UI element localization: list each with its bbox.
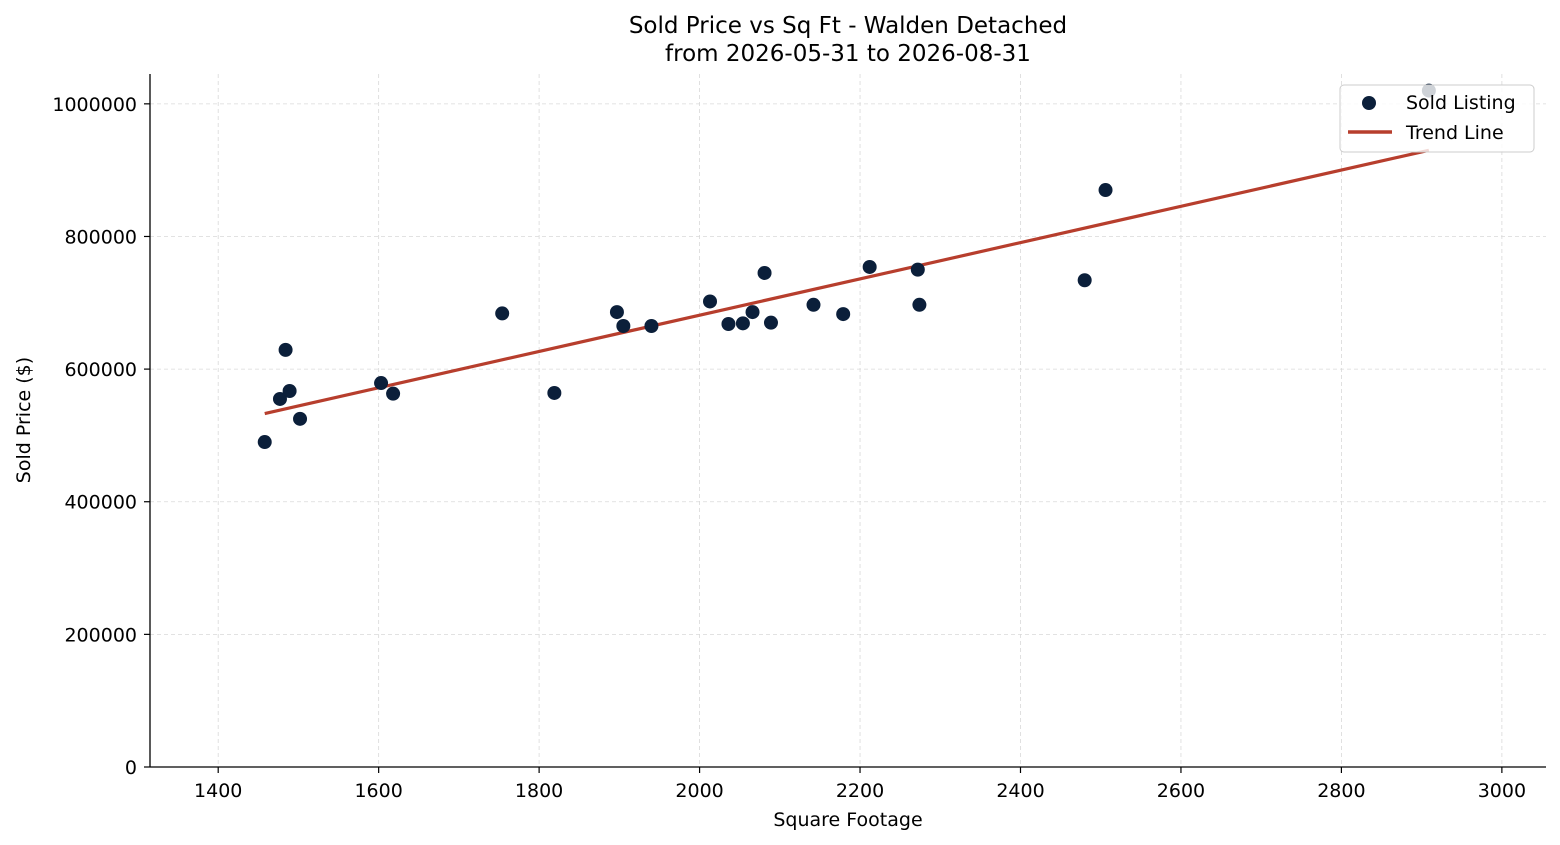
sold-listing-point (910, 262, 925, 277)
x-tick-label: 1600 (354, 780, 402, 802)
y-tick-label: 800000 (64, 226, 137, 248)
legend-label-sold-listing: Sold Listing (1406, 92, 1516, 114)
sold-listing-point (862, 259, 877, 274)
sold-listing-point (386, 386, 401, 401)
y-axis-ticks: 0 200000 400000 600000 800000 1000000 (52, 94, 150, 779)
sold-listing-point (1077, 273, 1092, 288)
y-tick-label: 400000 (64, 492, 137, 514)
x-tick-label: 1400 (194, 780, 242, 802)
sold-listing-point (609, 305, 624, 320)
y-tick-label: 0 (125, 757, 137, 779)
legend: Sold Listing Trend Line (1339, 84, 1535, 153)
chart-subtitle: from 2026-05-31 to 2026-08-31 (665, 41, 1031, 67)
x-tick-label: 2800 (1317, 780, 1365, 802)
trend-line (264, 148, 1430, 416)
y-tick-label: 1000000 (52, 94, 137, 116)
sold-listing-point (495, 306, 510, 321)
x-tick-label: 3000 (1478, 780, 1526, 802)
legend-label-trend-line: Trend Line (1405, 122, 1504, 144)
legend-box (1339, 84, 1535, 153)
sold-listing-point (257, 435, 272, 450)
sold-listing-point (806, 297, 821, 312)
sold-listing-point (912, 297, 927, 312)
sold-listing-point (757, 265, 772, 280)
sold-listing-point (272, 391, 287, 406)
x-tick-label: 2200 (836, 780, 884, 802)
sold-listing-point (836, 307, 851, 322)
x-tick-label: 1800 (515, 780, 563, 802)
y-axis-label: Sold Price ($) (13, 357, 35, 483)
y-tick-label: 200000 (64, 624, 137, 646)
sold-listing-point (735, 316, 750, 331)
grid-lines (150, 74, 1546, 767)
x-tick-label: 2600 (1157, 780, 1205, 802)
sold-listing-point (374, 376, 389, 391)
sold-listing-point (745, 305, 760, 320)
x-tick-label: 2400 (996, 780, 1044, 802)
sold-listing-point (1098, 183, 1113, 198)
sold-listing-point (763, 315, 778, 330)
sold-listing-point (278, 342, 293, 357)
x-tick-label: 2000 (675, 780, 723, 802)
plot-area (257, 83, 1436, 450)
sold-listing-point (293, 411, 308, 426)
y-tick-label: 600000 (64, 359, 137, 381)
sold-listing-point (547, 385, 562, 400)
sold-listing-point (703, 294, 718, 309)
x-axis-label: Square Footage (773, 809, 922, 831)
x-axis-ticks: 1400 1600 1800 2000 2200 2400 2600 2800 3000 (194, 767, 1526, 802)
sold-listing-point (644, 319, 659, 333)
chart-title: Sold Price vs Sq Ft - Walden Detached (629, 13, 1067, 39)
legend-marker-sold-listing (1362, 96, 1376, 110)
sold-listing-point (616, 319, 631, 333)
sold-listing-point (721, 317, 736, 332)
sold-listing-point (282, 383, 297, 398)
